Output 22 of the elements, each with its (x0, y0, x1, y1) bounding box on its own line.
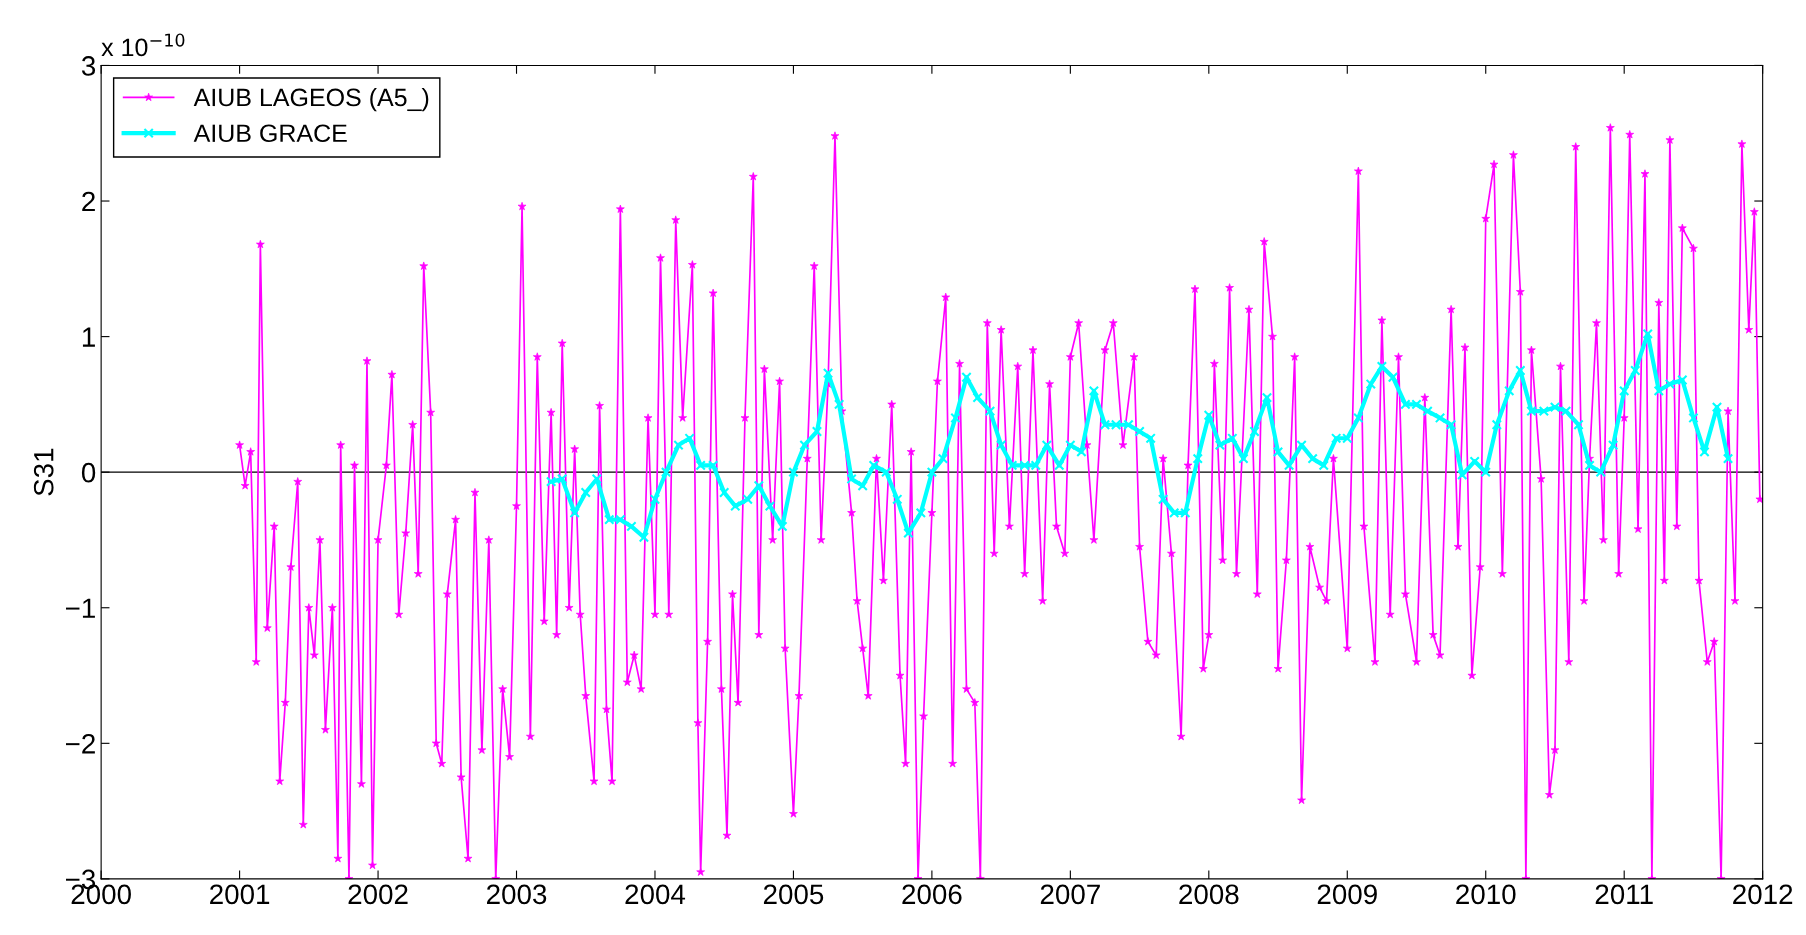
legend-label: AIUB GRACE (193, 124, 347, 143)
x-tick-label: 2001 (210, 884, 270, 905)
x-tick-label: 2008 (1179, 884, 1239, 905)
x-tick-label: 2012 (1733, 884, 1793, 905)
x-tick-label: 2010 (1456, 884, 1516, 905)
x-tick-label: 2003 (487, 884, 547, 905)
y-tick-label: −1 (65, 598, 95, 618)
x-tick-label: 2007 (1040, 884, 1100, 905)
x-tick-label: 2005 (763, 884, 824, 905)
x-tick-label: 2002 (348, 884, 408, 905)
y-axis-title: S31 (33, 448, 54, 496)
text: x 10$^{−10}$ (101, 33, 185, 57)
legend-label: AIUB LAGEOS (A5_) (193, 87, 429, 112)
x-tick-label: 2006 (902, 884, 962, 905)
x-tick-label: 2004 (625, 884, 686, 905)
x-tick-label: 2011 (1595, 884, 1653, 905)
y-tick-label: 2 (82, 191, 95, 212)
x-tick-label: 2009 (1317, 884, 1377, 905)
y-tick-label: −2 (65, 733, 95, 754)
y-tick-label: 0 (81, 462, 96, 483)
y-tick-label: 3 (81, 56, 96, 76)
y-tick-label: 1 (82, 327, 95, 347)
